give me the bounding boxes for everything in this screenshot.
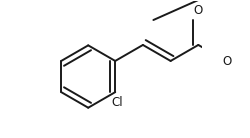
Text: O: O: [194, 4, 203, 17]
Text: Cl: Cl: [111, 96, 123, 109]
Text: O: O: [222, 55, 232, 68]
